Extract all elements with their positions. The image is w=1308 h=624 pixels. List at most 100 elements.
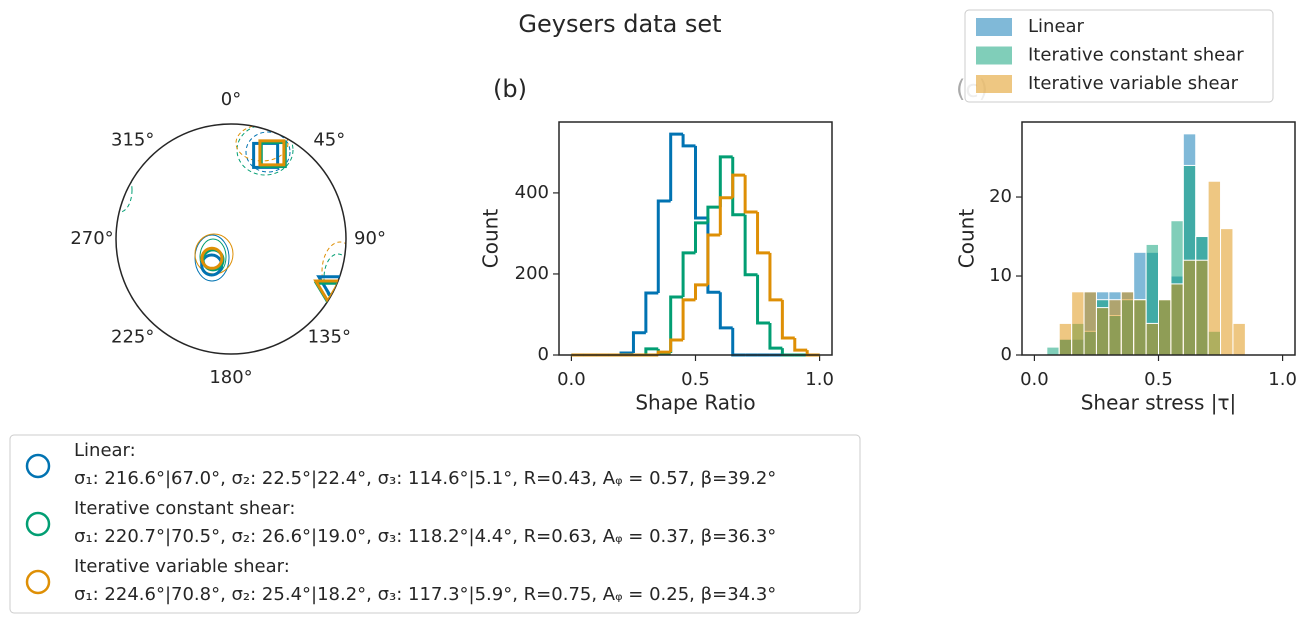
histogram-bar: [1232, 322, 1246, 356]
histogram-bar: [1071, 291, 1085, 356]
histogram-bar: [1083, 291, 1097, 356]
stress-legend-name: Iterative variable shear:: [74, 556, 290, 577]
histogram-step: [718, 155, 733, 208]
histogram-step: [731, 156, 746, 217]
x-tick-label: 0.5: [681, 369, 710, 390]
histogram-bar: [1046, 346, 1060, 356]
direction-label: 270°: [70, 228, 113, 249]
direction-label: 315°: [111, 130, 154, 151]
histogram-step: [706, 233, 721, 285]
direction-label: 180°: [209, 367, 252, 388]
y-tick-label: 200: [515, 263, 549, 284]
histogram-step: [706, 205, 721, 223]
direction-label: 45°: [313, 130, 345, 151]
histogram-step: [756, 274, 770, 325]
y-axis-label: Count: [955, 209, 979, 269]
histogram-bar: [1207, 180, 1222, 356]
histogram-bar: [1170, 283, 1184, 356]
sigma-marker: [259, 141, 287, 169]
histogram-step: [656, 199, 671, 294]
y-tick-label: 0: [538, 344, 549, 365]
legend-box: [964, 9, 1274, 103]
histogram-step: [681, 298, 696, 341]
y-tick-label: 400: [515, 182, 549, 203]
histogram-step: [669, 338, 684, 353]
y-axis-label: Count: [479, 209, 503, 269]
histogram-step: [743, 175, 758, 214]
direction-label: 90°: [354, 228, 386, 249]
direction-label: 0°: [221, 89, 241, 110]
histogram-bar: [1145, 322, 1160, 356]
x-tick-label: 1.0: [1268, 369, 1297, 390]
stereonet-circle: [115, 123, 347, 355]
histogram-step: [681, 251, 696, 298]
histogram-step: [694, 283, 708, 300]
stress-legend-name: Linear:: [74, 440, 136, 461]
stress-legend-description: σ₁: 216.6°|67.0°, σ₂: 22.5°|22.4°, σ₃: 1…: [74, 468, 776, 489]
panel-label: (b): [493, 75, 527, 103]
stress-legend-marker: [25, 511, 51, 537]
stress-legend-description: σ₁: 224.6°|70.8°, σ₂: 25.4°|18.2°, σ₃: 1…: [74, 584, 776, 605]
histogram-step: [669, 132, 684, 202]
legend-swatch: [976, 46, 1012, 65]
y-tick-label: 0: [1001, 344, 1012, 365]
histogram-bar: [1120, 291, 1135, 356]
histogram-step: [768, 322, 783, 350]
histogram-bar: [1158, 299, 1172, 356]
histogram-step: [669, 295, 684, 353]
axes-frame: [558, 121, 833, 356]
histogram-step: [644, 291, 659, 333]
histogram-bar: [1058, 322, 1073, 356]
histogram-bar: [1195, 259, 1209, 356]
x-tick-label: 0.0: [1020, 369, 1049, 390]
histogram-step: [681, 134, 696, 148]
direction-label: 135°: [308, 326, 351, 347]
histogram-step: [793, 337, 808, 352]
contour: [236, 124, 294, 176]
histogram-step: [631, 331, 646, 353]
sigma-marker: [200, 246, 224, 270]
stress-markers: [200, 139, 346, 307]
legend-label: Iterative variable shear: [1028, 73, 1239, 94]
stress-legend-description: σ₁: 220.7°|70.5°, σ₂: 26.6°|19.0°, σ₃: 1…: [74, 526, 776, 547]
histogram-bar: [1133, 299, 1147, 356]
y-tick-label: 10: [989, 265, 1012, 286]
stress-legend-box: [9, 434, 861, 614]
legend-label: Linear: [1028, 16, 1085, 37]
histogram-step: [718, 292, 733, 330]
legend-swatch: [976, 18, 1012, 36]
sigma-marker: [258, 139, 286, 167]
y-tick-label: 20: [989, 186, 1012, 207]
histogram-step: [656, 350, 671, 355]
contour: [116, 167, 133, 213]
histogram-step: [731, 327, 746, 357]
histogram-bar: [1095, 307, 1110, 356]
legend-label: Iterative constant shear: [1028, 45, 1244, 66]
stress-legend-name: Iterative constant shear:: [74, 498, 295, 519]
stress-legend-marker: [25, 453, 51, 479]
histogram-bar: [1108, 299, 1122, 356]
contour: [245, 131, 291, 173]
histogram-step: [743, 214, 758, 277]
histogram-step: [780, 348, 795, 357]
histogram-step: [768, 252, 783, 302]
stress-legend-marker: [25, 569, 51, 595]
direction-label: 225°: [111, 326, 154, 347]
axes-frame: [1021, 121, 1296, 356]
legend-swatch: [976, 75, 1012, 93]
histogram-step: [718, 196, 733, 236]
x-tick-label: 0.0: [557, 369, 586, 390]
figure-title: Geysers data set: [518, 10, 721, 38]
x-tick-label: 0.5: [1144, 369, 1173, 390]
x-tick-label: 1.0: [805, 369, 834, 390]
histogram-bar: [1182, 259, 1197, 356]
histogram-bar: [1220, 228, 1234, 356]
x-axis-label: Shear stress |τ|: [1081, 391, 1237, 415]
contour: [235, 124, 289, 162]
histogram-step: [644, 347, 659, 355]
histogram-step: [731, 173, 746, 198]
histogram-step: [694, 221, 708, 253]
x-axis-label: Shape Ratio: [635, 391, 755, 415]
histogram-step: [756, 211, 770, 255]
